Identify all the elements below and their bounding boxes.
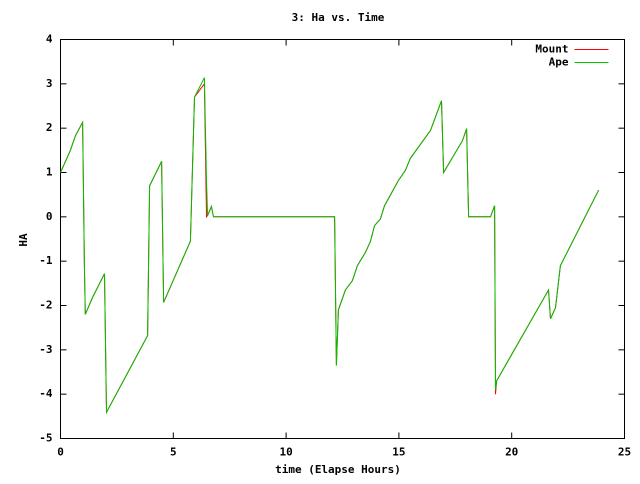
legend-label: Mount	[535, 43, 568, 56]
y-tick-label: -3	[39, 343, 52, 356]
x-tick-label: 0	[57, 446, 64, 459]
y-tick-label: 0	[46, 210, 53, 223]
x-tick-label: 25	[618, 446, 631, 459]
y-tick-label: -4	[39, 387, 53, 400]
y-tick-label: -2	[39, 299, 52, 312]
chart-title: 3: Ha vs. Time	[292, 11, 385, 24]
y-axis-label: HA	[17, 233, 30, 247]
x-axis-label: time (Elapse Hours)	[275, 463, 401, 476]
y-tick-label: 1	[46, 166, 53, 179]
y-tick-label: -5	[39, 432, 52, 445]
series-line	[60, 82, 600, 415]
y-tick-label: -1	[39, 254, 53, 267]
legend-label: Ape	[549, 56, 569, 69]
x-tick-label: 10	[279, 446, 292, 459]
y-tick-label: 4	[46, 33, 53, 46]
y-tick-label: 2	[46, 121, 53, 134]
x-tick-label: 5	[170, 446, 177, 459]
series-line	[60, 77, 600, 415]
plot-border	[60, 39, 625, 439]
x-tick-label: 20	[505, 446, 518, 459]
x-tick-label: 15	[392, 446, 405, 459]
y-tick-label: 3	[46, 77, 53, 90]
